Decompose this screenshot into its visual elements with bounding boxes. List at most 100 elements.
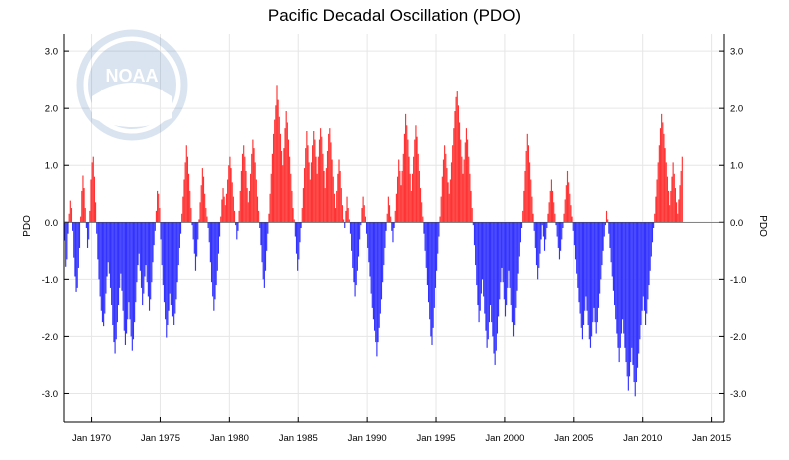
pdo-bar [669, 205, 671, 223]
pdo-bar [414, 139, 416, 223]
pdo-bar [407, 139, 409, 223]
pdo-bar [663, 133, 665, 223]
x-tick-label: Jan 2010 [623, 433, 662, 444]
pdo-bar [70, 208, 73, 223]
pdo-bar [622, 222, 624, 320]
pdo-bar [570, 205, 572, 223]
y-tick-label: -2.0 [42, 332, 58, 343]
pdo-bar [259, 222, 261, 228]
pdo-bar [314, 139, 316, 223]
pdo-bar [323, 170, 325, 223]
pdo-bar [401, 170, 403, 223]
pdo-bar [351, 222, 353, 251]
pdo-bar [519, 222, 521, 243]
pdo-bar [523, 190, 525, 223]
pdo-bar [464, 142, 466, 223]
pdo-bar [294, 222, 296, 237]
pdo-bar [230, 168, 232, 223]
pdo-bar [556, 222, 558, 237]
pdo-bar [313, 131, 315, 223]
pdo-bar [66, 222, 68, 260]
pdo-bar [153, 222, 155, 246]
pdo-bar [343, 219, 345, 223]
pdo-bar [514, 222, 516, 325]
pdo-bar [494, 222, 496, 365]
x-tick-label: Jan 1990 [348, 433, 387, 444]
pdo-bar [419, 188, 422, 223]
pdo-bar [247, 202, 249, 223]
pdo-bar [508, 222, 510, 271]
pdo-bar [681, 156, 683, 223]
pdo-bar [679, 185, 681, 223]
pdo-bar [430, 222, 432, 337]
pdo-bar [92, 156, 94, 223]
pdo-bar [393, 222, 395, 228]
pdo-bar [628, 222, 631, 377]
pdo-bar [670, 190, 672, 223]
pdo-bar [121, 222, 123, 291]
pdo-bar [375, 222, 377, 343]
pdo-bar [641, 222, 643, 311]
pdo-bar [596, 222, 598, 323]
y-tick-label-right: -1.0 [730, 275, 746, 286]
pdo-bar [67, 222, 69, 234]
pdo-bar [181, 213, 183, 223]
pdo-bar [462, 173, 464, 223]
pdo-bar [75, 222, 77, 292]
pdo-bar [255, 179, 257, 223]
pdo-bar [224, 205, 226, 223]
pdo-bar [579, 222, 581, 314]
pdo-bar [511, 222, 513, 323]
pdo-bar [563, 213, 565, 223]
pdo-bar [661, 113, 663, 223]
pdo-bar [184, 162, 186, 223]
pdo-bar [453, 128, 455, 223]
pdo-bar [376, 222, 378, 357]
pdo-bar [625, 222, 627, 363]
pdo-bar [624, 222, 626, 348]
pdo-bar [300, 222, 302, 228]
pdo-bar [395, 193, 397, 223]
pdo-bar [196, 222, 198, 257]
pdo-bar [315, 156, 317, 223]
pdo-bar [178, 222, 180, 248]
pdo-bar [439, 216, 441, 223]
pdo-bar [109, 222, 112, 288]
pdo-bar [437, 222, 439, 254]
pdo-bar [88, 222, 90, 240]
pdo-bar [104, 222, 106, 314]
pdo-bar [207, 222, 209, 228]
pdo-bar [399, 170, 401, 223]
x-tick-label: Jan 1980 [210, 433, 249, 444]
pdo-bar [465, 128, 468, 223]
pdo-bar [506, 222, 508, 306]
pdo-bar [379, 222, 381, 314]
pdo-bar [491, 222, 493, 323]
pdo-bar [555, 222, 557, 226]
pdo-bar [219, 222, 221, 237]
pdo-bar [150, 222, 152, 300]
pdo-bar [326, 150, 329, 223]
pdo-bar [411, 173, 414, 223]
pdo-bar [533, 222, 535, 231]
pdo-bar [162, 222, 164, 286]
pdo-bar [258, 210, 260, 223]
pdo-bar [588, 222, 590, 340]
pdo-bar [331, 159, 333, 223]
pdo-bar [95, 202, 97, 223]
pdo-bar [81, 190, 83, 223]
pdo-bar [583, 222, 585, 325]
pdo-bar [557, 222, 559, 248]
pdo-bar [345, 210, 347, 223]
pdo-bar [106, 222, 108, 277]
pdo-bar [646, 222, 648, 314]
pdo-bar [362, 196, 364, 223]
pdo-bar [496, 222, 499, 334]
pdo-bar [69, 200, 71, 223]
pdo-bar [286, 122, 288, 223]
pdo-bar [481, 222, 484, 280]
pdo-bar [614, 222, 616, 306]
pdo-bar [478, 222, 480, 323]
pdo-bar [585, 222, 587, 297]
pdo-bar [307, 145, 309, 223]
